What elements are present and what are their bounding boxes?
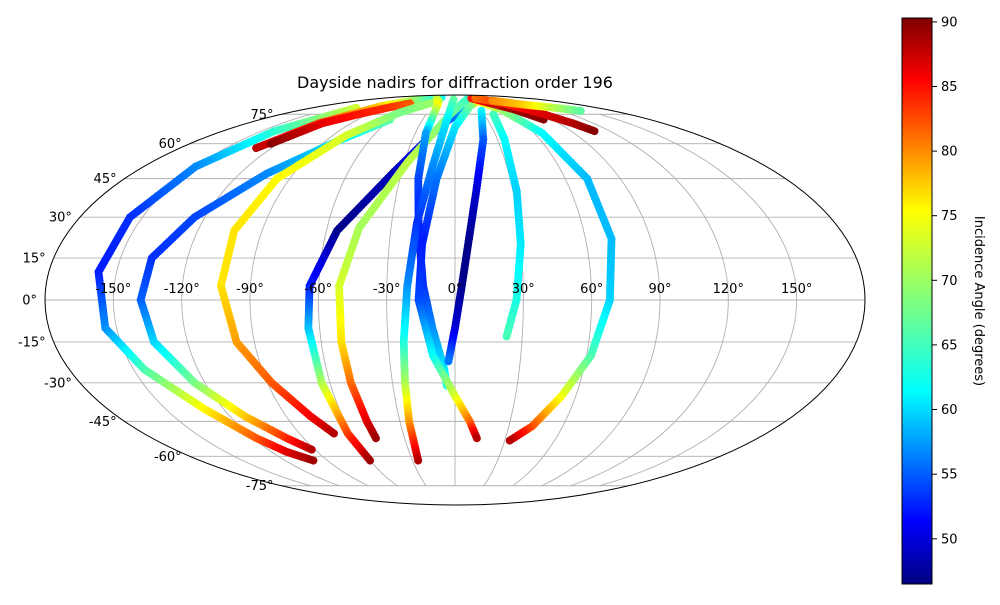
lat-tick-label: -45° (89, 415, 117, 430)
lon-tick-label: 120° (713, 282, 744, 297)
lat-tick-label: -60° (154, 450, 182, 465)
lat-tick-label: 0° (22, 294, 37, 309)
track-0-point (309, 456, 318, 465)
colorbar-tick-label: 75 (941, 209, 958, 224)
track-2-point (307, 445, 316, 454)
track-15-point (576, 106, 585, 115)
lon-tick-label: 150° (781, 282, 812, 297)
track-14-point (590, 127, 599, 136)
colorbar-tick-label: 85 (941, 80, 958, 95)
longitude-tick-labels: -150° -120° -90° -60° -30° 0° 30° 60° 90° 120° 150… (95, 282, 812, 297)
lon-tick-label: 60° (580, 282, 603, 297)
lat-tick-label: 60° (159, 137, 182, 152)
track-4-point (329, 429, 338, 438)
lon-tick-label: 30° (512, 282, 535, 297)
colorbar-tick-label: 55 (941, 468, 958, 483)
colorbar-tick-label: 90 (941, 15, 958, 30)
lon-tick-label: -30° (373, 282, 401, 297)
grid-meridian (512, 113, 593, 487)
lon-tick-label: 90° (648, 282, 671, 297)
track-5-point (366, 456, 375, 465)
globe-outline (44, 94, 866, 506)
lat-tick-label: 30° (49, 211, 72, 226)
track-10-point (444, 357, 453, 366)
track-12-point (505, 436, 514, 445)
graticule (45, 113, 865, 487)
colorbar-tick-label: 65 (941, 338, 958, 353)
lat-tick-label: -30° (44, 376, 72, 391)
colorbar-tick-label: 50 (941, 532, 958, 547)
track-9-point (472, 434, 481, 443)
colorbar: 50 55 60 65 70 75 80 85 90 Incidence Angle (degr… (901, 15, 986, 585)
lon-tick-label: 0° (448, 282, 463, 297)
colorbar-gradient (901, 17, 933, 585)
track-11-point (502, 332, 511, 341)
lat-tick-label: 75° (250, 108, 273, 123)
lat-tick-label: 45° (94, 172, 117, 187)
chart-title: Dayside nadirs for diffraction order 196 (297, 73, 613, 92)
latitude-tick-labels: 75° 60° 45° 30° 15° 0° -15° -30° -45° -60° -75° (18, 108, 274, 494)
colorbar-tick-label: 80 (941, 145, 958, 160)
colorbar-tick-label: 60 (941, 403, 958, 418)
lon-tick-label: -90° (236, 282, 264, 297)
track-8-point (414, 456, 423, 465)
scatter-points (94, 95, 616, 465)
colorbar-label: Incidence Angle (degrees) (971, 216, 986, 386)
colorbar-ticks: 50 55 60 65 70 75 80 85 90 (932, 15, 958, 547)
colorbar-tick-label: 70 (941, 274, 958, 289)
lat-tick-label: 15° (23, 252, 46, 267)
lat-tick-label: -15° (18, 336, 46, 351)
lon-tick-label: -60° (304, 282, 332, 297)
lon-tick-label: -120° (164, 282, 200, 297)
lon-tick-label: -150° (95, 282, 131, 297)
grid-meridian (541, 113, 661, 487)
lat-tick-label: -75° (246, 479, 274, 494)
grid-meridian (599, 113, 798, 487)
grid-meridian (570, 113, 729, 487)
track-6-point (371, 434, 380, 443)
